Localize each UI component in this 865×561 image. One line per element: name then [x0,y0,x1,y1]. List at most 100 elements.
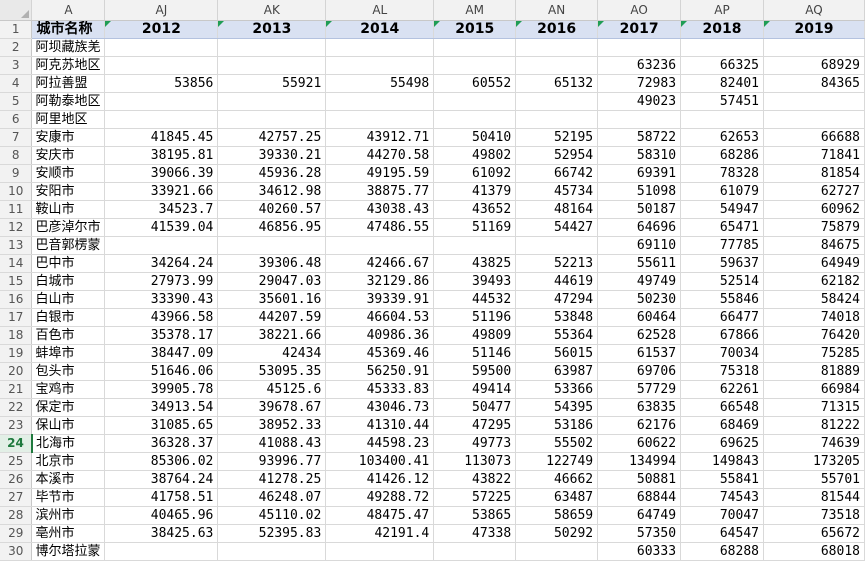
value-cell[interactable]: 62176 [597,416,682,435]
value-cell[interactable]: 39493 [433,272,517,291]
header-cell-year[interactable]: 2018 [680,20,764,39]
value-cell[interactable] [104,542,219,561]
value-cell[interactable]: 40260.57 [217,200,327,219]
value-cell[interactable]: 149843 [680,452,764,471]
value-cell[interactable]: 69706 [597,362,682,381]
value-cell[interactable]: 54947 [680,200,764,219]
row-header[interactable]: 16 [0,290,33,309]
header-cell-year[interactable]: 2012 [104,20,219,39]
value-cell[interactable]: 58424 [763,290,865,309]
value-cell[interactable]: 44598.23 [325,434,435,453]
column-header[interactable]: AL [325,0,435,21]
value-cell[interactable] [217,56,327,75]
city-name-cell[interactable]: 北京市 [31,452,106,471]
column-header[interactable]: AN [515,0,599,21]
value-cell[interactable]: 65132 [515,74,599,93]
value-cell[interactable]: 58310 [597,146,682,165]
value-cell[interactable]: 43038.43 [325,200,435,219]
value-cell[interactable]: 70034 [680,344,764,363]
value-cell[interactable]: 52954 [515,146,599,165]
value-cell[interactable]: 46662 [515,470,599,489]
value-cell[interactable]: 53865 [433,506,517,525]
value-cell[interactable]: 57350 [597,524,682,543]
row-header[interactable]: 7 [0,128,33,147]
value-cell[interactable]: 62182 [763,272,865,291]
value-cell[interactable]: 46856.95 [217,218,327,237]
value-cell[interactable] [325,56,435,75]
value-cell[interactable]: 53856 [104,74,219,93]
city-name-cell[interactable]: 保山市 [31,416,106,435]
value-cell[interactable]: 34612.98 [217,182,327,201]
value-cell[interactable] [433,92,517,111]
row-header[interactable]: 2 [0,38,33,57]
row-header[interactable]: 8 [0,146,33,165]
value-cell[interactable]: 41088.43 [217,434,327,453]
value-cell[interactable]: 49288.72 [325,488,435,507]
value-cell[interactable] [515,38,599,57]
value-cell[interactable]: 47295 [433,416,517,435]
value-cell[interactable]: 41278.25 [217,470,327,489]
value-cell[interactable]: 62653 [680,128,764,147]
column-header[interactable]: AQ [763,0,865,21]
value-cell[interactable]: 51196 [433,308,517,327]
value-cell[interactable]: 84675 [763,236,865,255]
value-cell[interactable]: 39678.67 [217,398,327,417]
value-cell[interactable]: 53848 [515,308,599,327]
value-cell[interactable]: 57225 [433,488,517,507]
value-cell[interactable]: 51098 [597,182,682,201]
city-name-cell[interactable]: 亳州市 [31,524,106,543]
value-cell[interactable]: 45333.83 [325,380,435,399]
city-name-cell[interactable]: 阿勒泰地区 [31,92,106,111]
value-cell[interactable]: 68286 [680,146,764,165]
value-cell[interactable]: 78328 [680,164,764,183]
value-cell[interactable]: 41379 [433,182,517,201]
value-cell[interactable]: 42191.4 [325,524,435,543]
value-cell[interactable] [515,542,599,561]
value-cell[interactable]: 51169 [433,218,517,237]
value-cell[interactable]: 50230 [597,290,682,309]
value-cell[interactable]: 49414 [433,380,517,399]
city-name-cell[interactable]: 北海市 [31,434,106,453]
value-cell[interactable]: 60622 [597,434,682,453]
value-cell[interactable]: 54427 [515,218,599,237]
value-cell[interactable]: 55364 [515,326,599,345]
header-cell-city-name[interactable]: 城市名称 [31,20,106,39]
value-cell[interactable]: 54395 [515,398,599,417]
row-header[interactable]: 4 [0,74,33,93]
value-cell[interactable] [325,92,435,111]
value-cell[interactable] [515,92,599,111]
city-name-cell[interactable]: 博尔塔拉蒙 [31,542,106,561]
value-cell[interactable]: 49809 [433,326,517,345]
value-cell[interactable]: 50292 [515,524,599,543]
value-cell[interactable]: 69110 [597,236,682,255]
value-cell[interactable]: 55502 [515,434,599,453]
value-cell[interactable]: 64696 [597,218,682,237]
value-cell[interactable] [597,38,682,57]
value-cell[interactable]: 39306.48 [217,254,327,273]
value-cell[interactable]: 35601.16 [217,290,327,309]
city-name-cell[interactable]: 白城市 [31,272,106,291]
value-cell[interactable] [433,542,517,561]
row-header[interactable]: 1 [0,20,33,39]
value-cell[interactable]: 38221.66 [217,326,327,345]
row-header[interactable]: 21 [0,380,33,399]
value-cell[interactable]: 64949 [763,254,865,273]
value-cell[interactable] [680,38,764,57]
row-header[interactable]: 24 [0,434,33,453]
value-cell[interactable]: 45936.28 [217,164,327,183]
value-cell[interactable]: 47338 [433,524,517,543]
value-cell[interactable] [680,110,764,129]
value-cell[interactable]: 41845.45 [104,128,219,147]
value-cell[interactable]: 50881 [597,470,682,489]
value-cell[interactable]: 66548 [680,398,764,417]
value-cell[interactable]: 66477 [680,308,764,327]
value-cell[interactable]: 29047.03 [217,272,327,291]
row-header[interactable]: 11 [0,200,33,219]
value-cell[interactable] [217,110,327,129]
value-cell[interactable]: 55701 [763,470,865,489]
value-cell[interactable]: 43825 [433,254,517,273]
row-header[interactable]: 23 [0,416,33,435]
value-cell[interactable]: 31085.65 [104,416,219,435]
value-cell[interactable]: 53186 [515,416,599,435]
row-header[interactable]: 22 [0,398,33,417]
